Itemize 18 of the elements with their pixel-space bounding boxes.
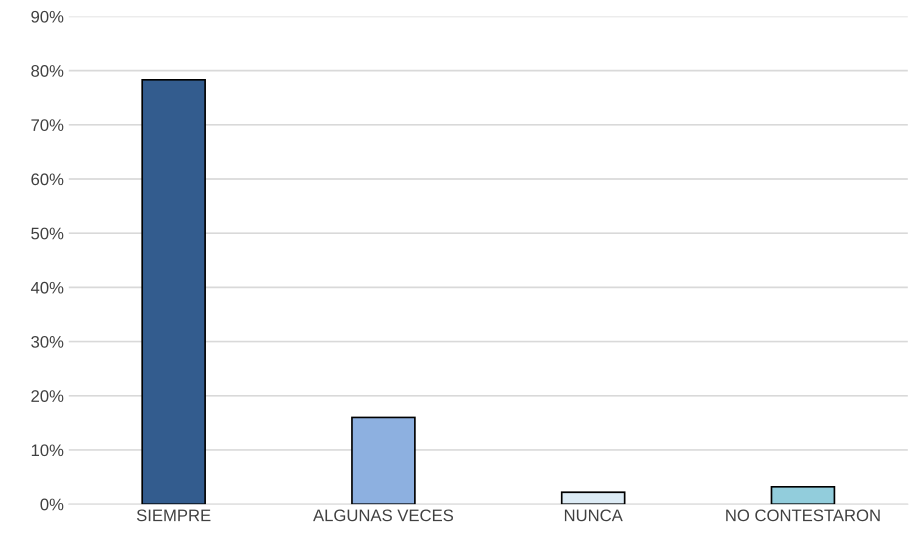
bar [560, 491, 626, 504]
y-tick-label: 70% [31, 119, 64, 132]
bar [141, 79, 206, 504]
x-tick-label: ALGUNAS VECES [313, 509, 454, 522]
x-tick-label: NUNCA [564, 509, 623, 522]
x-tick-label: SIEMPRE [136, 509, 210, 522]
bar [351, 416, 416, 504]
y-tick-label: 0% [40, 498, 64, 510]
y-tick-label: 90% [31, 10, 64, 23]
bar [770, 486, 836, 504]
y-tick-label: 40% [30, 282, 64, 294]
x-tick-label: NO CONTESTARON [726, 509, 880, 522]
y-tick-label: 10% [32, 444, 64, 456]
y-tick-label: 50% [31, 228, 64, 240]
y-tick-label: 30% [31, 336, 64, 348]
y-tick-label: 80% [31, 65, 64, 77]
y-tick-label: 20% [31, 390, 64, 402]
y-tick-label: 60% [31, 173, 64, 186]
